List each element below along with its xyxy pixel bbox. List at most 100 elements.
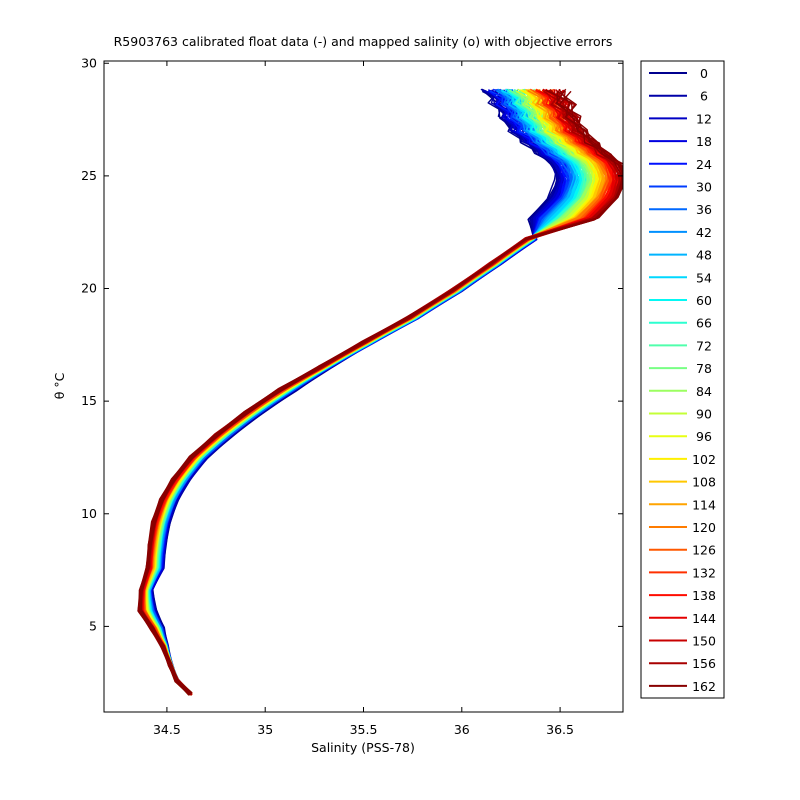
profile-line xyxy=(143,89,592,695)
y-axis: 5 10 15 20 25 30 xyxy=(81,55,623,633)
profile-line xyxy=(150,89,562,695)
profile-line xyxy=(140,89,617,694)
profile-line xyxy=(148,89,567,694)
x-tick-label: 35.5 xyxy=(350,722,378,737)
legend-box xyxy=(640,60,725,699)
profile-line xyxy=(146,90,579,695)
profile-line xyxy=(138,90,622,695)
legend-entry-label: 42 xyxy=(696,225,712,240)
legend-entry-label: 132 xyxy=(692,565,716,580)
x-tick-label: 36 xyxy=(454,722,470,737)
profile-line xyxy=(141,89,609,694)
profile-line xyxy=(137,90,623,696)
profile-line xyxy=(150,88,571,694)
profile-line xyxy=(137,90,623,696)
legend-entry-label: 12 xyxy=(696,111,712,126)
profile-line xyxy=(146,91,593,696)
profile-line xyxy=(147,89,584,696)
profile-line xyxy=(145,89,595,695)
profile-line xyxy=(144,89,593,694)
profile-line xyxy=(139,90,623,696)
profile-line xyxy=(143,89,599,694)
profile-line xyxy=(144,90,601,696)
profile-line xyxy=(148,89,582,695)
profile-line xyxy=(145,88,595,694)
profile-line xyxy=(148,90,577,696)
profile-line xyxy=(150,90,565,695)
profile-line xyxy=(147,89,581,694)
profile-line xyxy=(146,90,575,696)
legend-entry-label: 138 xyxy=(692,588,716,603)
profile-line xyxy=(147,90,586,695)
legend-entry-label: 90 xyxy=(696,407,712,422)
profile-line xyxy=(146,90,592,696)
legend-entry-label: 150 xyxy=(692,634,716,649)
profile-line xyxy=(151,88,560,694)
profile-line xyxy=(148,89,560,695)
profile-line xyxy=(145,90,579,695)
profile-line xyxy=(140,89,623,694)
profile-line xyxy=(142,90,613,694)
legend: 0 6 12 18 24 30 36 42 48 54 60 66 72 78 84 90 96 102 108 11… xyxy=(649,66,716,694)
profile-line xyxy=(145,91,581,696)
profile-line xyxy=(145,90,603,695)
profile-line xyxy=(141,90,608,695)
y-tick-label: 10 xyxy=(81,506,97,521)
legend-entry-label: 96 xyxy=(696,429,712,444)
profile-line xyxy=(149,89,567,695)
legend-entry-label: 54 xyxy=(696,270,712,285)
profile-line xyxy=(149,89,562,696)
profile-line xyxy=(144,90,603,695)
profile-line xyxy=(138,89,618,694)
y-axis-label: θ °C xyxy=(52,372,67,399)
profile-line xyxy=(141,89,605,694)
legend-entry-label: 114 xyxy=(692,497,716,512)
profile-line xyxy=(140,89,622,694)
profile-line xyxy=(144,89,597,695)
profile-line xyxy=(151,91,560,695)
profile-line xyxy=(142,90,609,696)
legend-entry-label: 18 xyxy=(696,134,712,149)
profile-line xyxy=(142,90,616,695)
profile-line xyxy=(145,89,587,695)
profile-line xyxy=(145,89,600,694)
x-axis: 34.5 35 35.5 36 36.5 xyxy=(153,61,574,737)
profile-line xyxy=(146,89,575,695)
profile-line xyxy=(141,89,613,695)
legend-entry-label: 0 xyxy=(700,66,708,81)
profile-line xyxy=(143,91,596,696)
profile-line xyxy=(141,89,605,695)
profile-line xyxy=(144,90,597,696)
profile-line xyxy=(147,89,576,694)
profile-line xyxy=(145,89,593,695)
profile-line xyxy=(142,90,614,696)
profile-line xyxy=(150,89,566,695)
legend-entry-label: 66 xyxy=(696,316,712,331)
legend-entry-label: 108 xyxy=(692,475,716,490)
legend-entry-label: 24 xyxy=(696,157,712,172)
profile-line xyxy=(141,91,619,696)
profile-line xyxy=(140,90,622,696)
profile-line xyxy=(147,88,586,694)
profile-line xyxy=(143,90,595,695)
legend-entry-label: 102 xyxy=(692,452,716,467)
legend-entry-label: 126 xyxy=(692,543,716,558)
profile-line xyxy=(138,89,623,695)
profile-line xyxy=(144,89,586,695)
profile-line xyxy=(142,90,600,696)
profile-line xyxy=(152,89,558,694)
profile-line xyxy=(144,88,589,694)
profile-line xyxy=(150,90,566,696)
profile-line xyxy=(148,88,564,694)
profile-line xyxy=(145,89,588,696)
profile-line xyxy=(138,90,622,696)
profile-line xyxy=(148,90,571,696)
profile-line xyxy=(149,88,569,694)
profile-line xyxy=(143,88,613,694)
profile-line xyxy=(143,90,597,696)
legend-entry-label: 60 xyxy=(696,293,712,308)
profile-line xyxy=(140,89,612,695)
profile-line xyxy=(139,88,614,694)
profile-line xyxy=(143,90,610,696)
